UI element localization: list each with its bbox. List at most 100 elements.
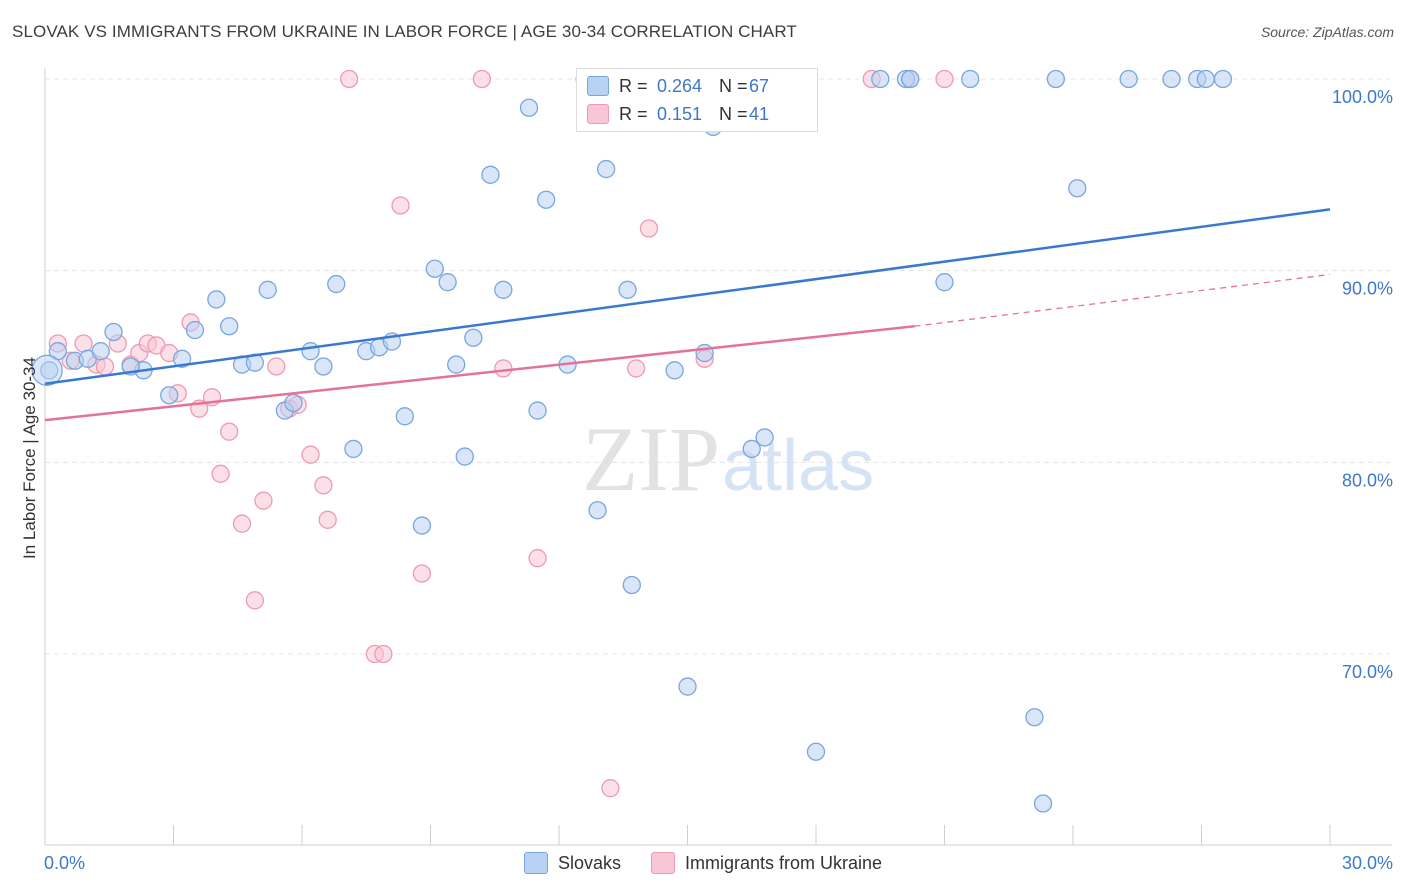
ukraine-point bbox=[639, 219, 659, 238]
slovaks-point bbox=[935, 273, 954, 292]
ukraine-point bbox=[528, 549, 547, 568]
slovaks-point bbox=[160, 386, 179, 405]
legend-label-slovaks: Slovaks bbox=[557, 852, 621, 873]
slovaks-point bbox=[91, 342, 110, 361]
watermark-atlas: atlas bbox=[722, 426, 874, 506]
n-value-ukraine: 41 bbox=[749, 103, 770, 124]
ukraine-point bbox=[601, 779, 620, 798]
slovaks-point bbox=[494, 280, 513, 299]
slovaks-point bbox=[172, 349, 192, 368]
ukraine-point bbox=[472, 69, 492, 89]
y-axis-title: In Labor Force | Age 30-34 bbox=[20, 357, 39, 559]
ukraine-point bbox=[301, 445, 320, 464]
slovaks-swatch bbox=[587, 76, 609, 96]
ukraine-point bbox=[374, 644, 393, 664]
slovaks-point bbox=[104, 322, 123, 342]
slovaks-point bbox=[618, 280, 637, 299]
slovaks-point bbox=[301, 342, 320, 361]
x-tick-label: 0.0% bbox=[44, 853, 85, 873]
slovaks-point bbox=[464, 328, 483, 347]
slovaks-point bbox=[596, 159, 616, 179]
r-value-slovaks: 0.264 bbox=[657, 75, 703, 96]
slovaks-point bbox=[622, 575, 641, 595]
legend-row-slovaks: R = 0.264 N = 67 bbox=[587, 74, 769, 98]
slovaks-point bbox=[1196, 69, 1215, 89]
y-tick-label: 100.0% bbox=[1332, 87, 1393, 107]
slovaks-point bbox=[665, 361, 684, 380]
slovaks-point bbox=[588, 501, 607, 520]
slovaks-point bbox=[537, 190, 556, 209]
slovaks-point bbox=[327, 274, 346, 294]
slovaks-point bbox=[1033, 794, 1053, 813]
ukraine-point bbox=[74, 334, 93, 353]
slovaks-point bbox=[207, 290, 226, 309]
slovaks-point bbox=[961, 69, 980, 89]
slovaks-point bbox=[455, 447, 474, 466]
chart-title: SLOVAK VS IMMIGRANTS FROM UKRAINE IN LAB… bbox=[12, 22, 797, 41]
y-tick-label: 90.0% bbox=[1342, 279, 1393, 299]
ukraine-point bbox=[211, 464, 230, 483]
ukraine-point bbox=[220, 422, 239, 441]
ukraine-point bbox=[245, 591, 265, 610]
axes bbox=[44, 68, 1392, 846]
slovaks-point bbox=[901, 69, 920, 89]
r-label: R = bbox=[619, 75, 648, 96]
ukraine-point bbox=[232, 514, 252, 533]
ukraine-point bbox=[935, 69, 954, 89]
n-label: N = bbox=[719, 75, 748, 96]
source-label: Source: ZipAtlas.com bbox=[1260, 24, 1394, 40]
ukraine-point bbox=[314, 476, 333, 495]
slovaks-point bbox=[755, 428, 774, 447]
legend-row-ukraine: R = 0.151 N = 41 bbox=[587, 102, 769, 126]
slovaks-point bbox=[519, 98, 539, 117]
ukraine-point bbox=[391, 196, 410, 215]
slovaks-point bbox=[678, 677, 697, 696]
n-label: N = bbox=[719, 103, 748, 124]
legend-item-slovaks[interactable]: Slovaks bbox=[523, 852, 621, 874]
ukraine-point bbox=[626, 359, 646, 378]
slovaks-point bbox=[1162, 69, 1181, 89]
slovaks-point bbox=[447, 355, 466, 374]
n-value-slovaks: 67 bbox=[749, 75, 770, 96]
slovaks-point bbox=[258, 280, 277, 299]
legend-item-ukraine[interactable]: Immigrants from Ukraine bbox=[650, 852, 883, 874]
ukraine-swatch bbox=[587, 104, 609, 124]
slovaks-point bbox=[284, 393, 303, 413]
slovaks-point bbox=[742, 439, 761, 459]
slovaks-point bbox=[1046, 69, 1066, 89]
ukraine-point bbox=[339, 69, 359, 89]
slovaks-point bbox=[528, 401, 547, 420]
ukraine-point bbox=[412, 564, 432, 583]
series-legend: Slovaks Immigrants from Ukraine bbox=[0, 852, 1406, 874]
ukraine-trend-extension bbox=[914, 273, 1331, 327]
slovaks-point bbox=[185, 320, 205, 340]
ukraine-swatch bbox=[650, 852, 675, 874]
slovaks-point bbox=[481, 165, 500, 184]
x-tick-label: 30.0% bbox=[1342, 853, 1393, 873]
y-tick-label: 70.0% bbox=[1342, 662, 1393, 682]
ukraine-point bbox=[318, 510, 337, 529]
r-label: R = bbox=[619, 103, 648, 124]
slovaks-point bbox=[412, 516, 432, 535]
ukraine-trend-line bbox=[44, 325, 915, 422]
slovaks-point bbox=[871, 69, 890, 89]
correlation-legend: R = 0.264 N = 67 R = 0.151 N = 41 bbox=[576, 68, 818, 132]
slovaks-point bbox=[31, 354, 63, 386]
slovaks-point bbox=[395, 407, 414, 426]
ukraine-point bbox=[494, 359, 513, 378]
slovaks-point bbox=[1068, 179, 1087, 198]
ukraine-point bbox=[254, 491, 273, 510]
slovaks-trend-line bbox=[44, 208, 1331, 385]
y-tick-label: 80.0% bbox=[1342, 470, 1393, 490]
legend-label-ukraine: Immigrants from Ukraine bbox=[684, 852, 883, 873]
slovaks-point bbox=[425, 259, 444, 278]
watermark-zip: ZIP bbox=[582, 408, 720, 510]
ukraine-point bbox=[95, 357, 115, 376]
slovaks-point bbox=[1119, 69, 1138, 89]
slovaks-swatch bbox=[523, 852, 548, 874]
slovaks-point bbox=[314, 357, 333, 376]
r-value-ukraine: 0.151 bbox=[657, 103, 703, 124]
slovaks-point bbox=[806, 742, 826, 761]
slovaks-point bbox=[1213, 69, 1233, 89]
